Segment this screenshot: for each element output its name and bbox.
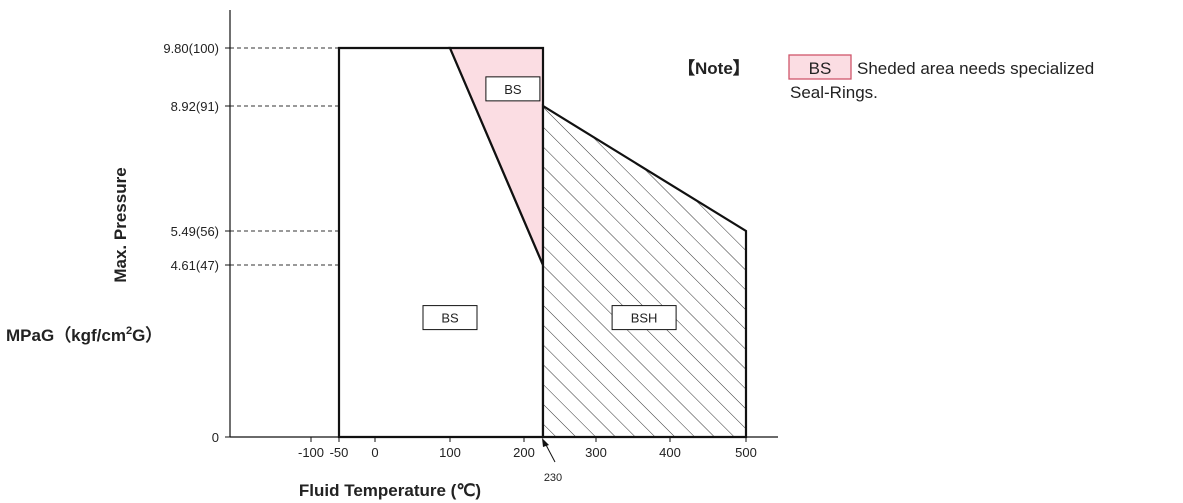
- y-axis-unit: MPaG（kgf/cm2G）: [6, 325, 162, 345]
- y-tick-label: 0: [212, 430, 219, 445]
- note-badge-box: [788, 54, 852, 80]
- annotation-230: 230: [542, 438, 562, 484]
- x-tick-label: 200: [513, 445, 535, 460]
- x-tick-label: -50: [330, 445, 349, 460]
- note-prefix: 【Note】: [678, 58, 750, 78]
- note: 【Note】 BS Sheded area needs specialized …: [678, 54, 1094, 102]
- region-labels: BS BS BSH: [422, 76, 677, 331]
- region-label-box: [611, 305, 677, 331]
- x-tick-label: -100: [298, 445, 324, 460]
- note-badge-label: BS: [809, 59, 832, 78]
- x-ticks: -100 -50 0 100 200 300 400 500: [298, 437, 757, 460]
- regions: [337, 46, 748, 439]
- annotation-arrowhead: [542, 438, 549, 447]
- region-label-box: [485, 76, 541, 102]
- y-axis-unit-superscript: 2: [126, 325, 132, 337]
- y-tick-label: 8.92(91): [171, 99, 219, 114]
- region-3: [541, 104, 748, 439]
- x-tick-label: 500: [735, 445, 757, 460]
- annotation-label: 230: [544, 472, 562, 484]
- region-label: BSH: [631, 311, 658, 326]
- x-tick-label: 300: [585, 445, 607, 460]
- note-line-2: Seal-Rings.: [790, 83, 878, 102]
- region-label-box: [422, 305, 478, 331]
- axes: [229, 10, 778, 438]
- region-label: BS: [441, 311, 459, 326]
- x-tick-label: 0: [371, 445, 378, 460]
- x-tick-label: 100: [439, 445, 461, 460]
- note-line-1: Sheded area needs specialized: [857, 59, 1094, 78]
- y-tick-label: 4.61(47): [171, 258, 219, 273]
- annotation-arrow: [544, 442, 556, 463]
- y-tick-label: 9.80(100): [163, 41, 219, 56]
- region-label: BS: [504, 82, 522, 97]
- y-axis-unit-main: MPaG（kgf/cm: [6, 325, 126, 345]
- y-axis-unit-end: G）: [132, 325, 162, 345]
- x-axis-title: Fluid Temperature (℃): [299, 481, 481, 500]
- x-tick-label: 400: [659, 445, 681, 460]
- y-axis-title: Max. Pressure: [111, 167, 130, 282]
- y-tick-label: 5.49(56): [171, 224, 219, 239]
- y-ticks: 0 4.61(47) 5.49(56) 8.92(91) 9.80(100): [163, 41, 230, 445]
- axis-titles: Fluid Temperature (℃) Max. Pressure MPaG…: [6, 167, 481, 500]
